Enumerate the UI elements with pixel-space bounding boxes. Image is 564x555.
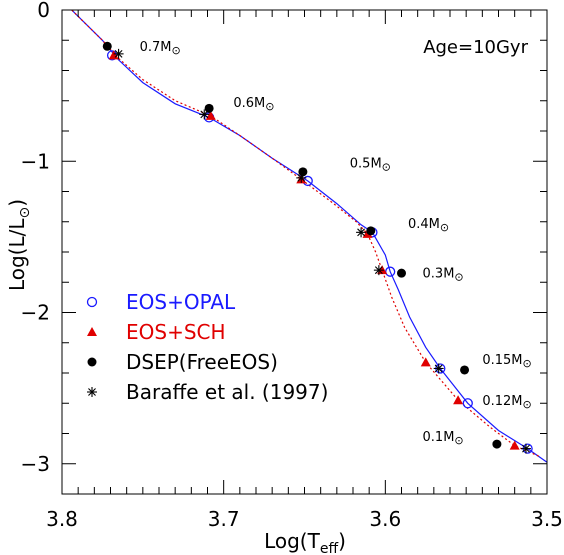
data-point-2-0 [102,41,112,51]
mass-label-value: 0.6M [233,96,265,111]
x-tick-label-2: 3.6 [369,507,401,531]
mass-label-sun-symbol: ⊙ [440,221,449,234]
y-axis-title-prefix: Log(L/L [5,218,29,291]
mass-label-sun-symbol: ⊙ [454,434,463,447]
track-line-1 [71,10,540,457]
legend-label-3: Baraffe et al. (1997) [126,380,328,404]
y-axis-title: Log(L/L⊙) [5,199,33,291]
mass-label-value: 0.4M [408,217,440,232]
mass-label-sun-symbol: ⊙ [265,100,274,113]
track-line-0 [71,10,547,463]
data-point-2-1 [204,103,214,113]
data-point-3-3 [356,227,367,238]
legend: EOS+OPAL EOS+SCH DSEP(FreeEOS) Baraffe et a… [86,290,328,404]
mass-label-sun-symbol: ⊙ [523,398,532,411]
x-axis-title-prefix: Log(T [264,529,321,553]
mass-label-0: 0.7M⊙ [140,40,181,57]
data-point-3-0 [113,48,124,59]
data-point-1-5 [420,357,431,367]
mass-label-3: 0.4M⊙ [408,217,449,234]
y-tick-label-0: 0 [37,0,50,22]
data-point-0-6 [462,398,473,409]
mass-label-value: 0.3M [423,267,455,282]
y-tick-label-3: −3 [21,452,50,476]
legend-marker-1 [87,327,97,336]
mass-label-4: 0.3M⊙ [423,267,464,284]
mass-label-sun-symbol: ⊙ [382,160,391,173]
data-point-3-2 [296,172,307,183]
x-axis-title-suffix: ) [338,529,346,553]
legend-label-0: EOS+OPAL [126,290,236,314]
legend-marker-3 [87,387,97,397]
mass-label-value: 0.12M [482,394,522,409]
mass-label-sun-symbol: ⊙ [454,271,463,284]
mass-label-6: 0.12M⊙ [482,394,531,411]
data-point-1-7 [509,440,520,450]
legend-marker-2 [87,357,97,367]
data-point-1-0 [108,50,119,60]
data-point-2-5 [460,365,470,375]
data-point-1-1 [205,110,216,120]
y-tick-label-2: −2 [21,301,50,325]
data-point-2-6 [492,439,502,449]
mass-label-value: 0.1M [423,430,455,445]
x-axis-title-sub: eff [320,541,339,555]
legend-label-1: EOS+SCH [126,320,226,344]
age-annotation: Age=10Gyr [423,37,528,58]
y-axis-title-sub: ⊙ [17,207,33,219]
y-tick-label-1: −1 [21,149,50,173]
mass-label-sun-symbol: ⊙ [523,357,532,370]
mass-label-value: 0.15M [482,353,522,368]
mass-label-2: 0.5M⊙ [350,156,391,173]
data-point-3-5 [433,363,444,374]
x-tick-label-1: 3.7 [208,507,240,531]
mass-label-7: 0.1M⊙ [423,430,464,447]
mass-label-1: 0.6M⊙ [233,96,274,113]
legend-marker-0 [86,296,98,308]
x-tick-label-0: 3.8 [46,507,78,531]
data-point-3-4 [373,265,384,276]
data-point-1-6 [453,395,464,405]
mass-label-sun-symbol: ⊙ [171,44,180,57]
data-point-2-4 [397,268,406,278]
axes: 3.8 3.7 3.6 3.5 0 −1 −2 −3 [21,0,563,531]
data-point-2-3 [366,226,376,236]
x-axis-title: Log(Teff) [264,529,346,555]
legend-label-2: DSEP(FreeEOS) [126,350,278,374]
x-tick-label-3: 3.5 [531,507,563,531]
plot-area: 0.7M⊙0.6M⊙0.5M⊙0.4M⊙0.3M⊙0.15M⊙0.12M⊙0.1… [71,10,547,463]
mass-label-value: 0.7M [140,40,172,55]
mass-label-5: 0.15M⊙ [482,353,531,370]
data-point-3-1 [199,109,210,120]
data-point-2-2 [298,167,308,177]
data-point-3-6 [520,443,531,454]
mass-label-value: 0.5M [350,156,382,171]
y-axis-title-suffix: ) [5,199,29,207]
